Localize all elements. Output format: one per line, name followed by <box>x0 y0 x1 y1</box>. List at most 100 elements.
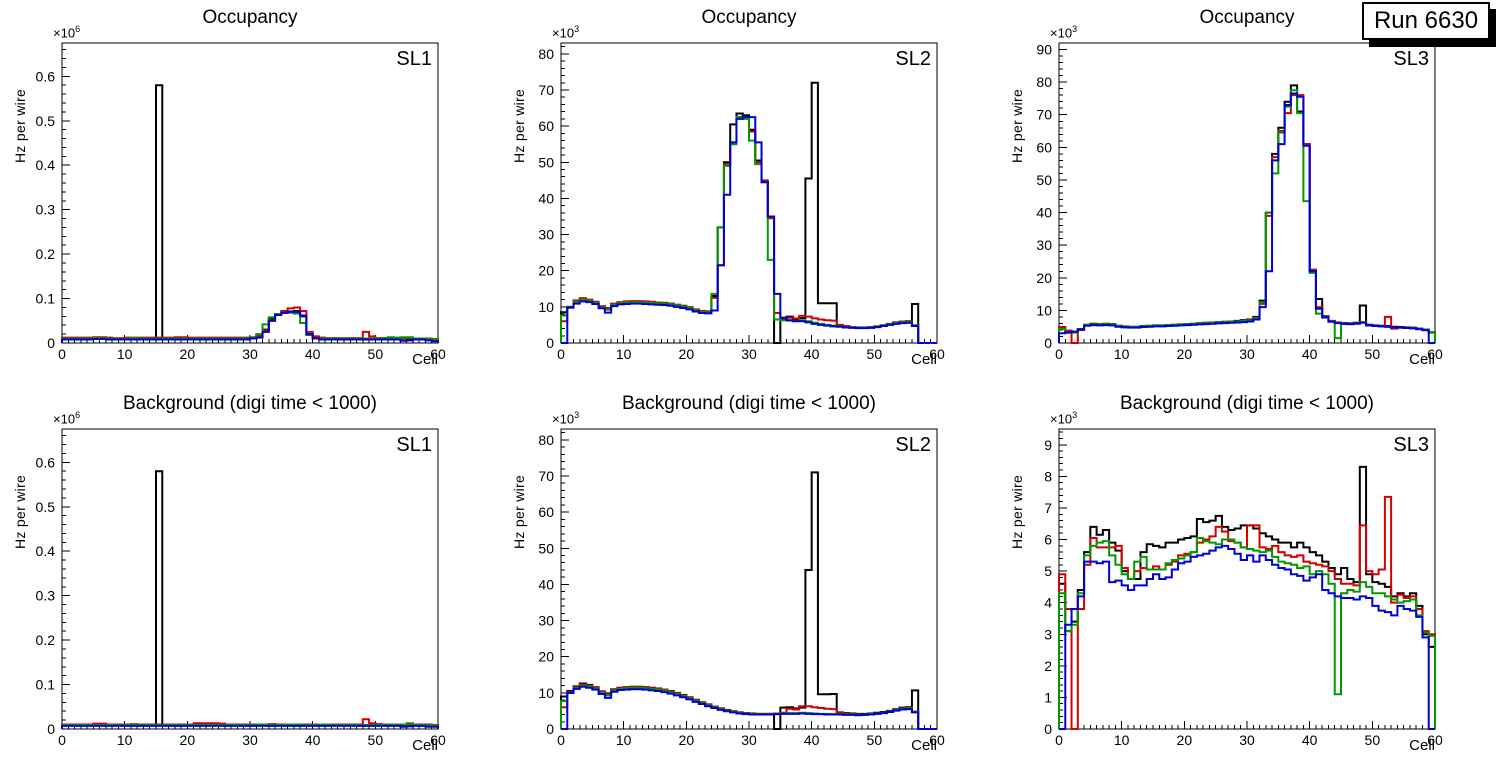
x-tick-label: 20 <box>180 346 196 362</box>
plot-frame <box>61 42 439 344</box>
x-tick-label: 40 <box>1302 732 1318 748</box>
y-tick-label: 0 <box>47 721 55 737</box>
x-axis-title: Cell <box>412 737 438 754</box>
y-tick-label: 0.5 <box>36 499 56 515</box>
y-tick-label: 0 <box>546 721 554 737</box>
histogram-series-blue <box>61 310 439 343</box>
x-tick-label: 50 <box>867 732 883 748</box>
superlayer-label: SL1 <box>396 434 432 456</box>
x-tick-label: 40 <box>305 732 321 748</box>
y-tick-label: 50 <box>1036 172 1052 188</box>
x-tick-label: 20 <box>679 732 695 748</box>
plot-frame <box>1058 42 1436 344</box>
histogram-series-green <box>1058 536 1436 729</box>
histogram-series-green <box>560 116 937 344</box>
x-tick-label: 20 <box>679 346 695 362</box>
histogram-chart: 0 10 20 30 40 50 60 0 1 2 3 4 5 6 7 8 9 <box>1044 428 1443 748</box>
y-tick-label: 0 <box>47 335 55 351</box>
histogram-series-blue <box>1058 92 1435 344</box>
x-tick-label: 0 <box>1055 732 1063 748</box>
histogram-chart: 0 10 20 30 40 50 60 0 0.1 0.2 0.3 0.4 0.5 0.6 <box>36 42 446 362</box>
pad-background-sl1: Background (digi time < 1000) ×106 Hz pe… <box>0 386 499 772</box>
x-tick-label: 40 <box>305 346 321 362</box>
run-number-label: Run 6630 <box>1373 7 1479 34</box>
x-tick-label: 20 <box>1177 346 1193 362</box>
histogram-series-blue <box>1059 544 1435 730</box>
x-tick-label: 0 <box>58 346 66 362</box>
y-tick-label: 8 <box>1044 468 1052 484</box>
y-tick-label: 50 <box>538 540 554 556</box>
y-tick-label: 3 <box>1044 626 1052 642</box>
y-tick-label: 0.4 <box>36 157 56 173</box>
x-tick-label: 10 <box>117 732 133 748</box>
y-axis-exponent: ×103 <box>1050 24 1078 41</box>
x-tick-label: 30 <box>242 346 258 362</box>
x-tick-label: 30 <box>741 346 757 362</box>
histogram-series-blue <box>61 724 439 729</box>
pad-background-sl3: Background (digi time < 1000) ×103 Hz pe… <box>997 386 1496 772</box>
plot-title: Occupancy <box>202 7 298 28</box>
plot-frame <box>61 428 439 730</box>
y-tick-label: 0 <box>1044 335 1052 351</box>
x-tick-label: 0 <box>557 346 565 362</box>
y-tick-label: 40 <box>538 576 554 592</box>
x-axis-title: Cell <box>911 737 937 754</box>
y-tick-label: 20 <box>538 263 554 279</box>
x-tick-label: 10 <box>1114 346 1130 362</box>
x-tick-label: 60 <box>1427 346 1443 362</box>
x-tick-label: 40 <box>804 732 820 748</box>
y-tick-label: 80 <box>538 46 554 62</box>
y-tick-label: 10 <box>1036 302 1052 318</box>
x-tick-label: 30 <box>741 732 757 748</box>
plot-title: Background (digi time < 1000) <box>122 393 377 414</box>
x-tick-label: 0 <box>58 732 66 748</box>
y-tick-label: 80 <box>1036 74 1052 90</box>
y-tick-label: 0.3 <box>36 588 56 604</box>
x-tick-label: 40 <box>804 346 820 362</box>
x-tick-label: 60 <box>430 732 446 748</box>
y-axis-exponent: ×106 <box>53 24 81 41</box>
superlayer-label: SL3 <box>1393 48 1429 70</box>
x-axis-title: Cell <box>911 351 937 368</box>
y-tick-label: 90 <box>1036 42 1052 58</box>
histogram-chart: 0 10 20 30 40 50 60 0 10 20 30 40 50 60 70 80 <box>538 428 945 748</box>
y-tick-label: 20 <box>1036 270 1052 286</box>
plot-frame <box>1058 428 1436 730</box>
x-tick-label: 30 <box>1239 346 1255 362</box>
x-tick-label: 10 <box>117 346 133 362</box>
y-tick-label: 0.2 <box>36 246 56 262</box>
y-tick-label: 40 <box>538 190 554 206</box>
superlayer-label: SL2 <box>895 48 931 70</box>
histogram-chart: 0 10 20 30 40 50 60 0 0.1 0.2 0.3 0.4 0.5 0.6 <box>36 428 446 748</box>
pad-background-sl2: Background (digi time < 1000) ×103 Hz pe… <box>499 386 998 772</box>
x-tick-label: 60 <box>929 346 945 362</box>
x-axis-title: Cell <box>1409 351 1435 368</box>
histogram-series-red <box>1058 495 1436 730</box>
plot-title: Background (digi time < 1000) <box>621 393 876 414</box>
y-tick-label: 4 <box>1044 595 1052 611</box>
y-tick-label: 0.6 <box>36 454 56 470</box>
pad-occupancy-sl2: Occupancy ×103 Hz per wire SL2 Cell 0 10 2… <box>499 0 998 386</box>
plot-title: Occupancy <box>1199 7 1295 28</box>
x-tick-label: 0 <box>557 732 565 748</box>
x-tick-label: 0 <box>1055 346 1063 362</box>
x-tick-label: 10 <box>1114 732 1130 748</box>
x-tick-label: 20 <box>1177 732 1193 748</box>
histogram-series-black <box>61 470 439 729</box>
run-number-pave: Run 6630 <box>1362 2 1490 40</box>
y-tick-label: 0 <box>1044 721 1052 737</box>
y-tick-label: 0.1 <box>36 291 56 307</box>
histogram-series-red <box>560 116 937 344</box>
x-axis-title: Cell <box>1409 737 1435 754</box>
y-tick-label: 80 <box>538 432 554 448</box>
y-tick-label: 1 <box>1044 689 1052 705</box>
x-tick-label: 50 <box>1365 346 1381 362</box>
x-tick-label: 50 <box>368 346 384 362</box>
y-tick-label: 9 <box>1044 437 1052 453</box>
plot-frame <box>560 42 938 344</box>
y-tick-label: 40 <box>1036 205 1052 221</box>
y-tick-label: 5 <box>1044 563 1052 579</box>
x-tick-label: 40 <box>1302 346 1318 362</box>
histogram-series-red <box>1058 94 1436 344</box>
